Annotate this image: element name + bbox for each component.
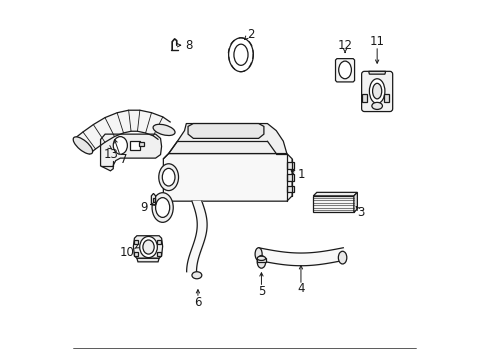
Ellipse shape [73,137,92,154]
Ellipse shape [257,256,265,268]
Ellipse shape [155,198,169,217]
Bar [257,258,265,262]
Text: 10: 10 [120,246,135,259]
Ellipse shape [368,79,384,103]
Ellipse shape [372,83,381,99]
Ellipse shape [371,102,382,109]
Bar [157,240,161,243]
Ellipse shape [152,193,173,222]
Polygon shape [101,134,161,171]
Ellipse shape [162,168,175,186]
Polygon shape [335,59,354,82]
Bar [286,162,293,169]
Ellipse shape [338,61,351,79]
Text: 6: 6 [194,296,201,309]
Polygon shape [368,71,385,74]
Bar [286,174,293,181]
Ellipse shape [257,256,265,260]
Text: 7: 7 [120,153,127,166]
Polygon shape [163,154,291,201]
Ellipse shape [140,237,157,258]
Text: 3: 3 [357,206,364,219]
Ellipse shape [113,136,127,154]
Polygon shape [188,123,264,138]
Ellipse shape [153,124,175,135]
Bar [139,142,143,147]
Text: 12: 12 [337,39,352,52]
Polygon shape [151,193,155,205]
Polygon shape [353,192,357,212]
Text: 2: 2 [246,28,254,41]
Polygon shape [137,258,159,262]
Text: 5: 5 [257,285,264,298]
Text: 1: 1 [297,168,304,181]
Bar [152,198,155,202]
Ellipse shape [233,44,247,66]
Text: 9: 9 [140,201,147,214]
FancyBboxPatch shape [361,71,392,112]
Ellipse shape [255,248,262,260]
Ellipse shape [338,251,346,264]
Bar [133,240,138,243]
Bar [286,186,293,192]
Text: 4: 4 [297,282,304,295]
Ellipse shape [192,272,202,279]
Polygon shape [76,110,170,154]
Ellipse shape [159,164,178,190]
Bar [157,252,161,256]
Polygon shape [133,236,163,258]
Ellipse shape [142,240,154,254]
Bar [130,141,140,150]
Text: 11: 11 [369,35,384,48]
Polygon shape [313,192,357,196]
Polygon shape [168,123,286,154]
Ellipse shape [228,38,253,72]
Bar [383,94,388,102]
Text: 8: 8 [184,39,192,52]
Text: 13: 13 [103,148,118,161]
Polygon shape [313,196,353,212]
Bar [361,94,366,102]
Bar [133,252,138,256]
